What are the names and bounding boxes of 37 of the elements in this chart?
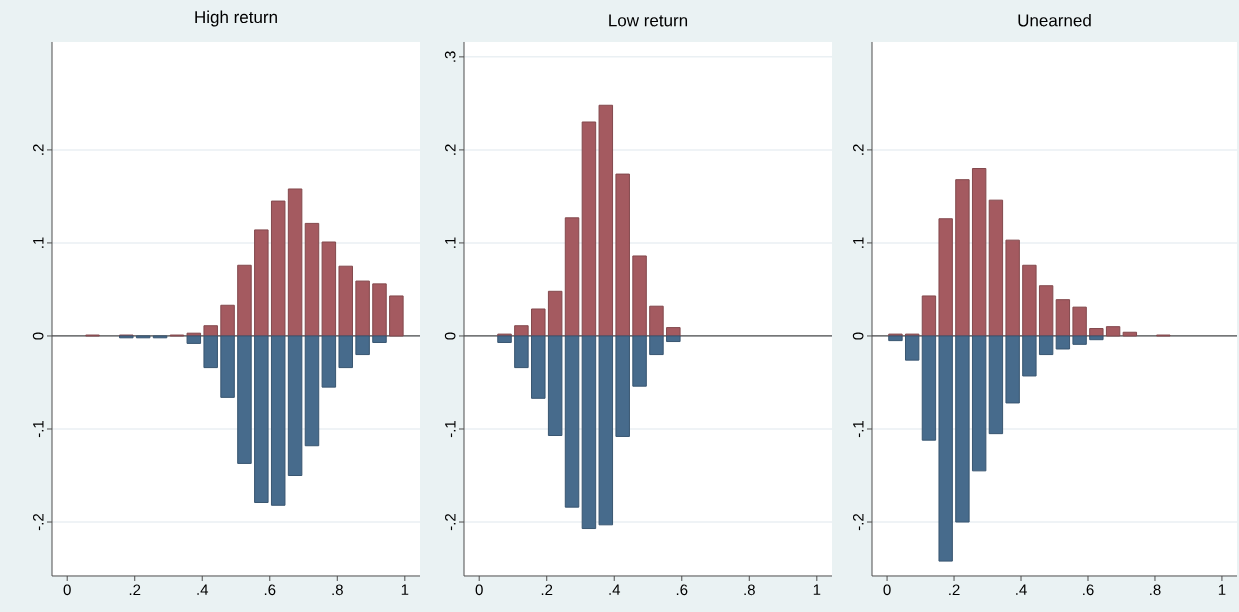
x-tick-label: .6: [1083, 584, 1094, 596]
x-tick-label: .4: [1016, 584, 1027, 595]
y-tick-label: -.1: [853, 420, 864, 438]
x-tick-label: .6: [676, 584, 688, 596]
x-tick-label: .8: [1150, 584, 1161, 596]
y-tick-label: 0: [444, 332, 456, 340]
y-tick-label: .2: [445, 144, 456, 155]
x-tick-label: .4: [609, 584, 621, 595]
x-tick-label: 0: [475, 584, 483, 596]
x-tick-label: .8: [744, 584, 755, 596]
y-tick-label: -.1: [33, 420, 44, 438]
chart-title: Unearned: [1018, 13, 1091, 27]
y-tick-label: .2: [853, 144, 864, 155]
x-tick-label: .2: [541, 584, 553, 595]
x-tick-label: .2: [129, 584, 141, 595]
y-tick-label: .1: [445, 237, 456, 248]
x-tick-label: 1: [1218, 584, 1226, 595]
y-tick-label: -.2: [445, 514, 456, 531]
y-tick-label: -.2: [33, 514, 44, 531]
y-tick-label: 0: [852, 332, 864, 340]
x-tick-label: .8: [332, 584, 343, 596]
y-tick-label: .2: [33, 144, 44, 155]
y-tick-label: -.2: [853, 514, 864, 531]
y-tick-label: .1: [853, 237, 864, 248]
x-tick-label: 0: [883, 584, 891, 596]
chart-title: Low return: [609, 14, 688, 27]
chart-title: High return: [195, 10, 277, 27]
x-tick-label: .4: [197, 584, 209, 595]
x-tick-label: 1: [813, 584, 821, 595]
x-tick-label: 1: [401, 584, 409, 595]
x-tick-label: .2: [949, 584, 960, 595]
y-tick-label: .3: [444, 51, 456, 62]
y-tick-label: -.1: [445, 420, 456, 438]
y-tick-label: 0: [32, 332, 44, 340]
x-tick-label: 0: [63, 584, 71, 596]
y-tick-label: .1: [33, 237, 44, 248]
x-tick-label: .6: [264, 584, 276, 596]
